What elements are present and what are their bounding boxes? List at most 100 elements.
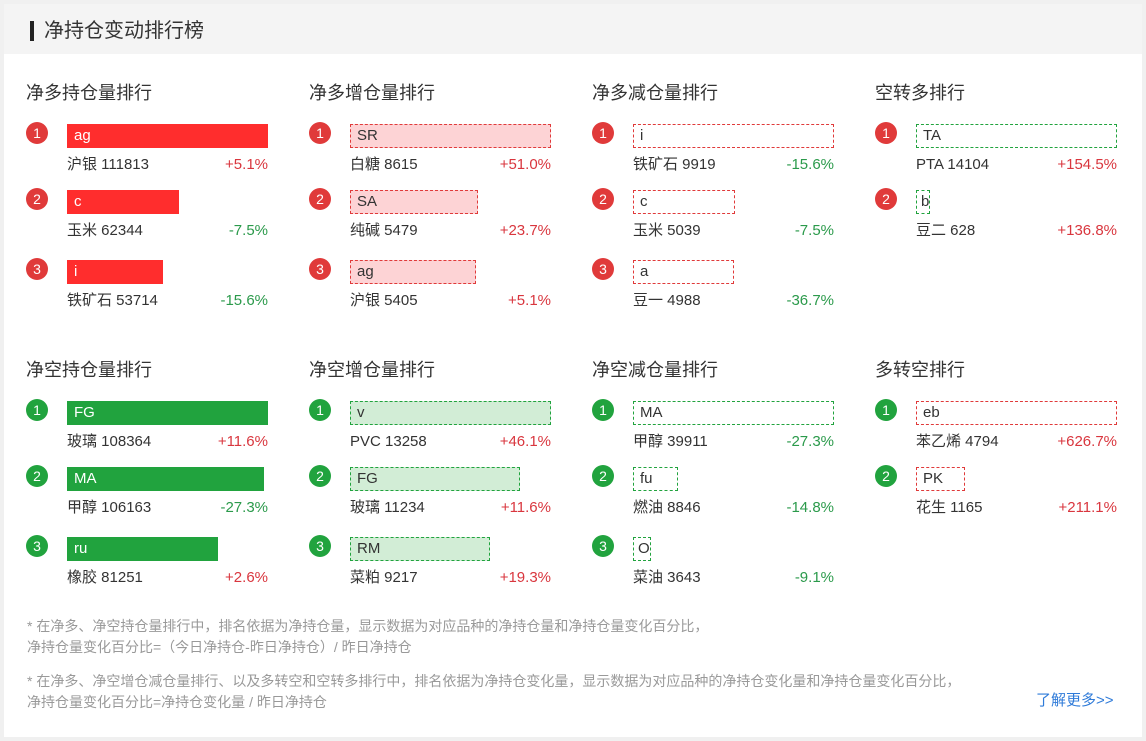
note-line-3: * 在净多、净空增仓减仓量排行、以及多转空和空转多排行中，排名依据为净持仓变化量… [27, 673, 961, 689]
rank-item[interactable]: 3 OI 菜油 3643 -9.1% [592, 535, 834, 591]
rank-item[interactable]: 3 ag 沪银 5405 +5.1% [309, 258, 551, 314]
rank-badge: 1 [592, 122, 614, 144]
rank-bar[interactable]: i [633, 124, 834, 148]
rank-item[interactable]: 1 SR 白糖 8615 +51.0% [309, 122, 551, 178]
item-name-value: 橡胶 81251 [67, 569, 143, 586]
item-change-percent: -27.3% [786, 433, 834, 450]
item-change-percent: +46.1% [499, 433, 551, 450]
rank-bar[interactable]: ru [67, 537, 218, 561]
rank-item[interactable]: 2 c 玉米 62344 -7.5% [26, 188, 268, 244]
item-name-value: PTA 14104 [916, 156, 990, 173]
rank-bar[interactable]: v [350, 401, 551, 425]
rank-item[interactable]: 3 i 铁矿石 53714 -15.6% [26, 258, 268, 314]
note-line-2: 净持仓量变化百分比=（今日净持仓-昨日净持仓）/ 昨日净持仓 [27, 639, 412, 655]
section-title: 多转空排行 [875, 360, 965, 380]
item-name-value: 甲醇 106163 [67, 499, 152, 516]
rank-badge: 3 [592, 258, 614, 280]
rank-badge: 1 [592, 399, 614, 421]
rank-bar[interactable]: FG [350, 467, 520, 491]
rank-bar[interactable]: RM [350, 537, 490, 561]
net-long-holding-ranking: 净多持仓量排行 1 ag 沪银 111813 +5.1% 2 c 玉米 62344 -7.5% 3… [26, 82, 268, 322]
rank-bar[interactable]: c [67, 190, 179, 214]
rank-badge: 2 [875, 188, 897, 210]
rank-badge: 2 [592, 188, 614, 210]
item-change-percent: +11.6% [500, 499, 551, 516]
rank-badge: 3 [26, 535, 48, 557]
item-name-value: 铁矿石 9919 [633, 156, 716, 173]
rank-item[interactable]: 1 eb 苯乙烯 4794 +626.7% [875, 399, 1117, 455]
rank-bar[interactable]: eb [916, 401, 1117, 425]
net-long-increase-ranking: 净多增仓量排行 1 SR 白糖 8615 +51.0% 2 SA 纯碱 5479 +23.7% 3… [309, 82, 551, 322]
rank-bar[interactable]: ag [67, 124, 268, 148]
item-change-percent: -7.5% [794, 222, 834, 239]
rank-item[interactable]: 1 ag 沪银 111813 +5.1% [26, 122, 268, 178]
item-change-percent: +19.3% [499, 569, 551, 586]
item-name-value: 燃油 8846 [633, 499, 701, 516]
rank-item[interactable]: 1 FG 玻璃 108364 +11.6% [26, 399, 268, 455]
rank-bar[interactable]: TA [916, 124, 1117, 148]
item-change-percent: +626.7% [1057, 433, 1117, 450]
item-change-percent: +11.6% [217, 433, 268, 450]
item-change-percent: +51.0% [499, 156, 551, 173]
learn-more-link[interactable]: 了解更多>> [1036, 692, 1114, 709]
rank-bar[interactable]: PK [916, 467, 965, 491]
note-line-4: 净持仓量变化百分比=净持仓变化量 / 昨日净持仓 [27, 694, 327, 710]
rank-item[interactable]: 3 a 豆一 4988 -36.7% [592, 258, 834, 314]
rank-badge: 2 [26, 465, 48, 487]
item-name-value: PVC 13258 [350, 433, 427, 450]
item-change-percent: -7.5% [228, 222, 268, 239]
item-name-value: 玉米 62344 [67, 222, 143, 239]
rank-bar[interactable]: FG [67, 401, 268, 425]
rank-bar[interactable]: SR [350, 124, 551, 148]
rank-badge: 1 [875, 122, 897, 144]
item-name-value: 花生 1165 [916, 499, 983, 516]
rank-bar[interactable]: i [67, 260, 163, 284]
rank-item[interactable]: 2 fu 燃油 8846 -14.8% [592, 465, 834, 521]
section-title: 净多持仓量排行 [26, 83, 152, 103]
rank-bar[interactable]: SA [350, 190, 478, 214]
rank-item[interactable]: 2 c 玉米 5039 -7.5% [592, 188, 834, 244]
rank-bar[interactable]: c [633, 190, 735, 214]
rank-item[interactable]: 2 SA 纯碱 5479 +23.7% [309, 188, 551, 244]
rank-bar[interactable]: fu [633, 467, 678, 491]
rank-item[interactable]: 1 i 铁矿石 9919 -15.6% [592, 122, 834, 178]
rank-item[interactable]: 1 MA 甲醇 39911 -27.3% [592, 399, 834, 455]
rank-item[interactable]: 3 RM 菜粕 9217 +19.3% [309, 535, 551, 591]
section-title: 净空减仓量排行 [592, 360, 718, 380]
rank-item[interactable]: 3 ru 橡胶 81251 +2.6% [26, 535, 268, 591]
rank-bar[interactable]: a [633, 260, 734, 284]
rank-item[interactable]: 2 b 豆二 628 +136.8% [875, 188, 1117, 244]
item-change-percent: +23.7% [499, 222, 551, 239]
rank-item[interactable]: 1 TA PTA 14104 +154.5% [875, 122, 1117, 178]
rank-bar[interactable]: ag [350, 260, 476, 284]
rank-badge: 3 [309, 535, 331, 557]
short-to-long-ranking: 空转多排行 1 TA PTA 14104 +154.5% 2 b 豆二 628 +136.8% [875, 82, 1117, 322]
item-change-percent: -15.6% [786, 156, 834, 173]
rank-bar[interactable]: OI [633, 537, 651, 561]
item-change-percent: -15.6% [220, 292, 268, 309]
net-short-increase-ranking: 净空增仓量排行 1 v PVC 13258 +46.1% 2 FG 玻璃 11234 +11.6… [309, 359, 551, 599]
rank-badge: 3 [309, 258, 331, 280]
item-name-value: 菜粕 9217 [350, 569, 418, 586]
rank-badge: 1 [309, 122, 331, 144]
net-short-holding-ranking: 净空持仓量排行 1 FG 玻璃 108364 +11.6% 2 MA 甲醇 106163 -27… [26, 359, 268, 599]
item-change-percent: +154.5% [1057, 156, 1117, 173]
item-change-percent: -14.8% [786, 499, 834, 516]
rank-bar[interactable]: MA [67, 467, 264, 491]
rank-item[interactable]: 1 v PVC 13258 +46.1% [309, 399, 551, 455]
rank-item[interactable]: 2 MA 甲醇 106163 -27.3% [26, 465, 268, 521]
rank-badge: 2 [875, 465, 897, 487]
section-title: 空转多排行 [875, 83, 965, 103]
item-name-value: 甲醇 39911 [633, 433, 708, 450]
rank-bar[interactable]: b [916, 190, 930, 214]
item-name-value: 苯乙烯 4794 [916, 433, 999, 450]
rank-item[interactable]: 2 PK 花生 1165 +211.1% [875, 465, 1117, 521]
item-name-value: 菜油 3643 [633, 569, 701, 586]
panel-header: 净持仓变动排行榜 [4, 4, 1142, 54]
rank-badge: 1 [26, 122, 48, 144]
rank-bar[interactable]: MA [633, 401, 834, 425]
section-title: 净空持仓量排行 [26, 360, 152, 380]
rank-badge: 1 [875, 399, 897, 421]
rank-item[interactable]: 2 FG 玻璃 11234 +11.6% [309, 465, 551, 521]
item-change-percent: +5.1% [508, 292, 551, 309]
